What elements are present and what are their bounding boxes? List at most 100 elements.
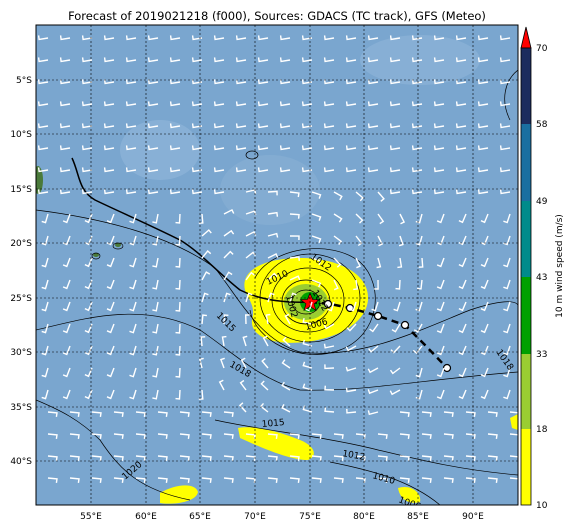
wind-barb [458,213,467,224]
wind-barb [152,301,159,312]
wind-barb [47,477,58,484]
wind-barb [106,213,115,224]
lat-tick-label: 5°S [16,76,32,86]
wind-barb [480,323,489,334]
wind-barb [262,335,269,347]
wind-barb [455,57,467,63]
wind-barb [213,123,225,129]
wind-barb [62,257,71,268]
wind-barb [245,271,255,281]
wind-barb [477,79,489,85]
wind-barb [37,101,49,107]
wind-barb [257,57,269,63]
wind-barb [399,477,410,484]
wind-barb [323,167,335,173]
wind-barb [281,359,291,369]
wind-barb [465,411,476,418]
wind-barb [37,35,49,41]
colorbar-segment [521,201,531,277]
wind-barb [455,145,467,151]
wind-barb [458,279,467,290]
wind-barb [125,123,137,129]
colorbar: 10 18 33 43 49 58 70 10 m wind speed (m/… [520,26,565,511]
wind-barb [219,357,225,369]
wind-barb [377,213,385,225]
wind-barb [367,367,379,374]
wind-barb [191,123,203,129]
wind-barb [47,455,58,462]
wind-barb [436,235,445,246]
wind-barb [415,213,423,224]
wind-barb [480,345,489,356]
wind-barb [59,189,71,195]
wind-barb [377,433,388,440]
wind-barb [480,367,489,378]
wind-barb [201,271,211,281]
wind-barb [458,257,467,268]
wind-barb [157,477,168,484]
wind-barb [259,402,269,413]
wind-barb [157,411,168,418]
lat-tick-label: 15°S [10,185,32,195]
wind-barb [152,213,159,224]
wind-barb [91,433,102,440]
wind-barb [323,145,335,151]
madagascar-land [36,166,43,194]
wind-barb [218,379,225,391]
reunion-island [93,253,99,257]
wind-barb [480,235,489,246]
wind-barb [487,455,498,462]
wind-barb [41,235,49,246]
wind-barb [113,477,124,484]
wind-barb [267,433,278,440]
wind-barb [499,189,511,195]
wind-barb [503,235,511,246]
wind-barb [371,301,379,312]
wind-barb [103,167,115,173]
wind-barb [333,433,344,440]
wind-barb [135,477,146,484]
wind-barb [480,213,489,224]
wind-barb [289,191,300,198]
colorbar-segment [521,124,531,201]
wind-barb [477,145,489,151]
wind-barb [37,189,49,195]
wind-barb [345,167,357,173]
wind-barb [37,167,49,173]
wind-barb [223,314,229,325]
wind-barb [301,79,313,85]
wind-barb [113,455,124,462]
wind-barb [69,411,80,418]
wind-barb [345,57,357,63]
colorbar-segment [521,277,531,354]
wind-barb [257,145,269,151]
wind-barb [41,213,49,224]
wind-barb [477,167,489,173]
wind-barb [355,477,366,484]
wind-barb [282,336,291,347]
wind-barb [301,167,313,173]
wind-barb [41,345,49,356]
wind-barb [333,477,344,484]
wind-barb [417,279,423,290]
wind-barb [499,167,511,173]
wind-barb [487,433,498,440]
wind-barb [267,455,278,462]
wind-barb [301,145,313,151]
wind-barb [169,167,181,173]
wind-barb [41,301,49,312]
wind-barb [62,301,71,312]
wind-barb [267,477,278,484]
wind-barb [69,455,80,462]
cloud-patch [220,155,320,225]
wind-barb [125,167,137,173]
wind-barb [355,191,364,202]
wind-barb [169,123,181,129]
wind-barb [389,367,401,375]
wind-barb [129,213,137,224]
wind-barb [191,167,203,173]
wind-barb [198,389,204,400]
wind-barb [191,35,203,41]
wind-barb [413,323,423,333]
wind-barb [499,123,511,129]
